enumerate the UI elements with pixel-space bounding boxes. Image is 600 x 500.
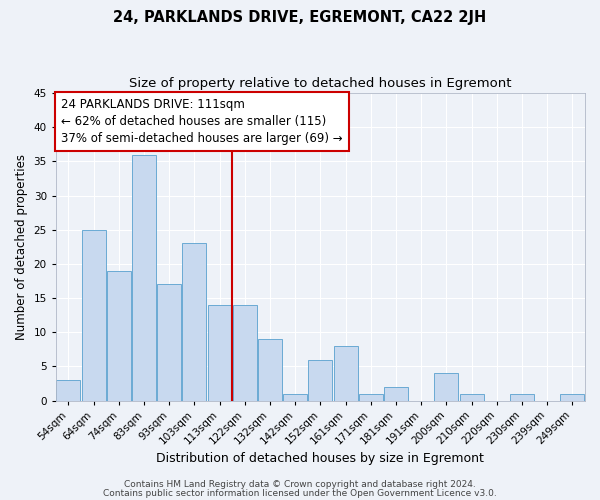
Title: Size of property relative to detached houses in Egremont: Size of property relative to detached ho… [129, 78, 512, 90]
Bar [434, 373, 458, 400]
Text: 24, PARKLANDS DRIVE, EGREMONT, CA22 2JH: 24, PARKLANDS DRIVE, EGREMONT, CA22 2JH [113, 10, 487, 25]
Bar [359, 394, 383, 400]
Bar [510, 394, 534, 400]
Text: Contains HM Land Registry data © Crown copyright and database right 2024.: Contains HM Land Registry data © Crown c… [124, 480, 476, 489]
Bar [460, 394, 484, 400]
Bar [82, 230, 106, 400]
Bar [258, 339, 282, 400]
Text: Contains public sector information licensed under the Open Government Licence v3: Contains public sector information licen… [103, 488, 497, 498]
Bar [157, 284, 181, 401]
Bar [560, 394, 584, 400]
Bar [283, 394, 307, 400]
Bar [132, 154, 156, 400]
Bar [308, 360, 332, 401]
Bar [56, 380, 80, 400]
Text: 24 PARKLANDS DRIVE: 111sqm
← 62% of detached houses are smaller (115)
37% of sem: 24 PARKLANDS DRIVE: 111sqm ← 62% of deta… [61, 98, 343, 144]
Bar [107, 270, 131, 400]
Bar [384, 387, 408, 400]
X-axis label: Distribution of detached houses by size in Egremont: Distribution of detached houses by size … [157, 452, 484, 465]
Y-axis label: Number of detached properties: Number of detached properties [15, 154, 28, 340]
Bar [233, 305, 257, 400]
Bar [182, 244, 206, 400]
Bar [334, 346, 358, 401]
Bar [208, 305, 232, 400]
